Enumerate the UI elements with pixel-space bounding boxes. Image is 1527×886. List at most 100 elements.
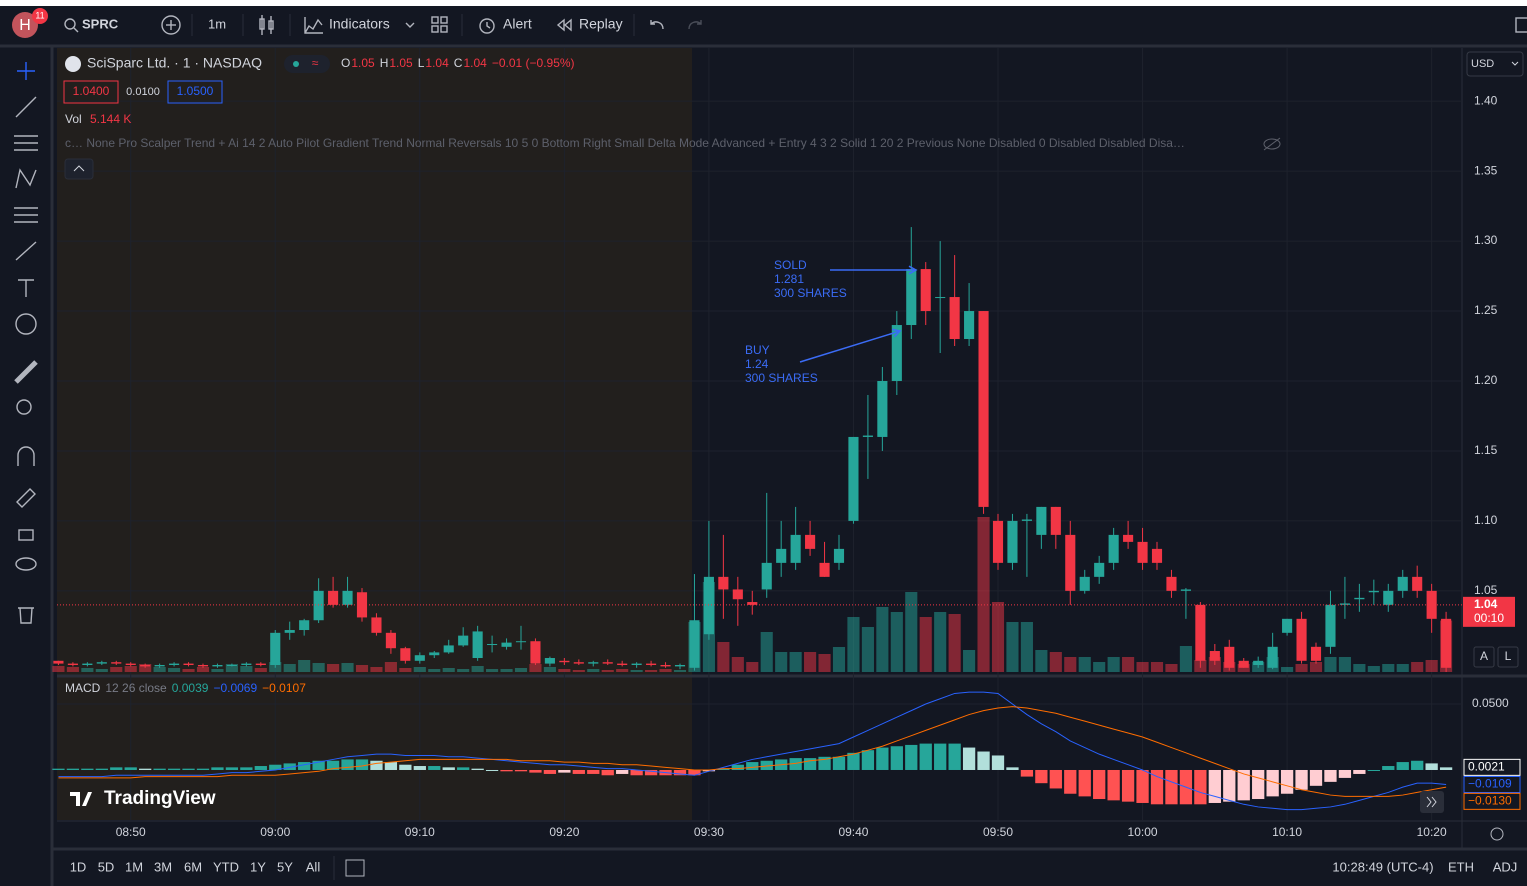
range-button[interactable]: 5Y bbox=[277, 859, 293, 874]
settings[interactable] bbox=[1490, 827, 1504, 841]
projection-tool[interactable] bbox=[14, 207, 38, 223]
currency-box[interactable] bbox=[1466, 51, 1524, 77]
macd-histogram-bar bbox=[1353, 769, 1366, 774]
annotation-text: 300 SHARES bbox=[745, 371, 818, 385]
ruler-tool[interactable] bbox=[14, 360, 38, 384]
crosshair-tool[interactable] bbox=[17, 62, 35, 80]
ask[interactable]: 1.0500 bbox=[177, 84, 214, 98]
alert-icon[interactable] bbox=[479, 18, 495, 34]
range-button[interactable]: YTD bbox=[213, 859, 239, 874]
range-button[interactable]: 6M bbox=[184, 859, 202, 874]
replay-icon[interactable] bbox=[556, 18, 572, 32]
log-scale[interactable] bbox=[1497, 646, 1519, 668]
ohlc-value: 1.05 bbox=[351, 56, 375, 70]
date-range-icon[interactable] bbox=[345, 859, 365, 877]
log-scale-label[interactable]: L bbox=[1505, 649, 1512, 663]
volume-bar bbox=[66, 667, 79, 672]
candle-body bbox=[674, 665, 686, 667]
macd-params: 12 26 close bbox=[105, 681, 167, 695]
volume-bar bbox=[1165, 664, 1178, 672]
candle-body bbox=[140, 665, 151, 667]
macd-histogram-bar bbox=[52, 768, 65, 770]
range-button[interactable]: 5D bbox=[98, 859, 115, 874]
range-button[interactable]: 1Y bbox=[250, 859, 266, 874]
macd-histogram-bar bbox=[890, 746, 903, 770]
fib-tool[interactable] bbox=[14, 135, 38, 151]
macd-histogram-bar bbox=[1411, 760, 1424, 770]
spread: 0.0100 bbox=[126, 86, 160, 98]
magnet-tool[interactable] bbox=[17, 446, 35, 466]
avatar[interactable] bbox=[12, 12, 38, 38]
volume-bar bbox=[428, 669, 441, 672]
y-tick-label: 1.05 bbox=[1474, 583, 1498, 597]
indicators-icon[interactable] bbox=[304, 17, 323, 34]
macd-histogram-bar bbox=[1194, 769, 1207, 805]
pattern-tool[interactable] bbox=[15, 168, 37, 189]
search-icon[interactable] bbox=[64, 18, 76, 30]
brush-tool[interactable] bbox=[15, 241, 37, 261]
range-button[interactable]: All bbox=[306, 859, 321, 874]
legend: SciSparc Ltd. · 1 · NASDAQ ≈ O 1.05 H 1.05 L… bbox=[63, 51, 1524, 841]
macd-histogram-bar bbox=[1266, 769, 1279, 797]
macd-histogram-bar bbox=[283, 763, 296, 770]
indicators-button[interactable]: Indicators bbox=[329, 16, 390, 32]
bid-box[interactable] bbox=[63, 80, 119, 104]
dropdown[interactable] bbox=[405, 22, 415, 28]
layouts[interactable] bbox=[431, 16, 448, 33]
macd-histogram-bar bbox=[1078, 769, 1091, 797]
undo[interactable] bbox=[650, 20, 664, 30]
auto-scale-label[interactable]: A bbox=[1480, 649, 1488, 663]
interval[interactable]: 1m bbox=[208, 16, 226, 31]
zoom-tool[interactable] bbox=[16, 399, 32, 415]
range-button[interactable]: 1M bbox=[125, 859, 143, 874]
macd-histogram-bar bbox=[1150, 769, 1164, 805]
macd-histogram-bar bbox=[1382, 766, 1395, 770]
symbol[interactable]: SPRC bbox=[82, 16, 119, 31]
trash-tool[interactable] bbox=[18, 607, 34, 624]
eth[interactable]: ETH bbox=[1448, 859, 1474, 874]
bid[interactable]: 1.0400 bbox=[73, 84, 110, 98]
candle-body bbox=[805, 534, 816, 549]
redo[interactable] bbox=[688, 20, 702, 30]
candle-body bbox=[53, 660, 64, 664]
ask-box[interactable] bbox=[167, 80, 223, 104]
range-button[interactable]: 3M bbox=[154, 859, 172, 874]
text-tool[interactable] bbox=[18, 279, 34, 297]
countdown: 00:10 bbox=[1474, 611, 1504, 625]
add-symbol[interactable] bbox=[161, 15, 181, 35]
lock-drawing[interactable] bbox=[16, 488, 36, 508]
volume-bar bbox=[225, 664, 238, 672]
alert-button[interactable]: Alert bbox=[503, 16, 532, 32]
candle-body bbox=[1282, 618, 1293, 633]
candle-body bbox=[1021, 519, 1032, 521]
replay-button[interactable]: Replay bbox=[579, 16, 623, 32]
avatar-letter: H bbox=[19, 17, 31, 34]
macd-histogram-bar bbox=[934, 743, 947, 770]
candle-body bbox=[414, 655, 425, 661]
candle-body bbox=[631, 663, 642, 666]
adj[interactable]: ADJ bbox=[1493, 859, 1518, 874]
hide-indicator[interactable] bbox=[1263, 138, 1281, 150]
macd-histogram-bar bbox=[1020, 769, 1034, 777]
currency[interactable]: USD bbox=[1471, 58, 1494, 70]
collapse-legend[interactable] bbox=[64, 158, 94, 180]
lock-tool[interactable] bbox=[18, 529, 34, 541]
macd-histogram-bar bbox=[457, 767, 470, 770]
window-button[interactable] bbox=[1515, 17, 1527, 33]
macd-histogram-bar bbox=[370, 760, 383, 770]
macd-histogram-bar bbox=[803, 758, 817, 770]
auto-scale[interactable] bbox=[1473, 646, 1495, 668]
trend-line-tool[interactable] bbox=[15, 96, 37, 118]
scroll-right[interactable] bbox=[1420, 791, 1444, 813]
macd-histogram-bar bbox=[1049, 769, 1062, 789]
macd-histogram-bar bbox=[1035, 769, 1048, 784]
candle-body bbox=[790, 534, 801, 563]
clock[interactable]: 10:28:49 (UTC-4) bbox=[1332, 859, 1433, 874]
x-tick-label: 10:20 bbox=[1417, 825, 1447, 839]
candle-body bbox=[226, 665, 237, 667]
visibility-tool[interactable] bbox=[15, 557, 37, 571]
emoji-tool[interactable] bbox=[15, 313, 37, 335]
chart-type[interactable] bbox=[259, 15, 274, 35]
range-button[interactable]: 1D bbox=[70, 859, 87, 874]
